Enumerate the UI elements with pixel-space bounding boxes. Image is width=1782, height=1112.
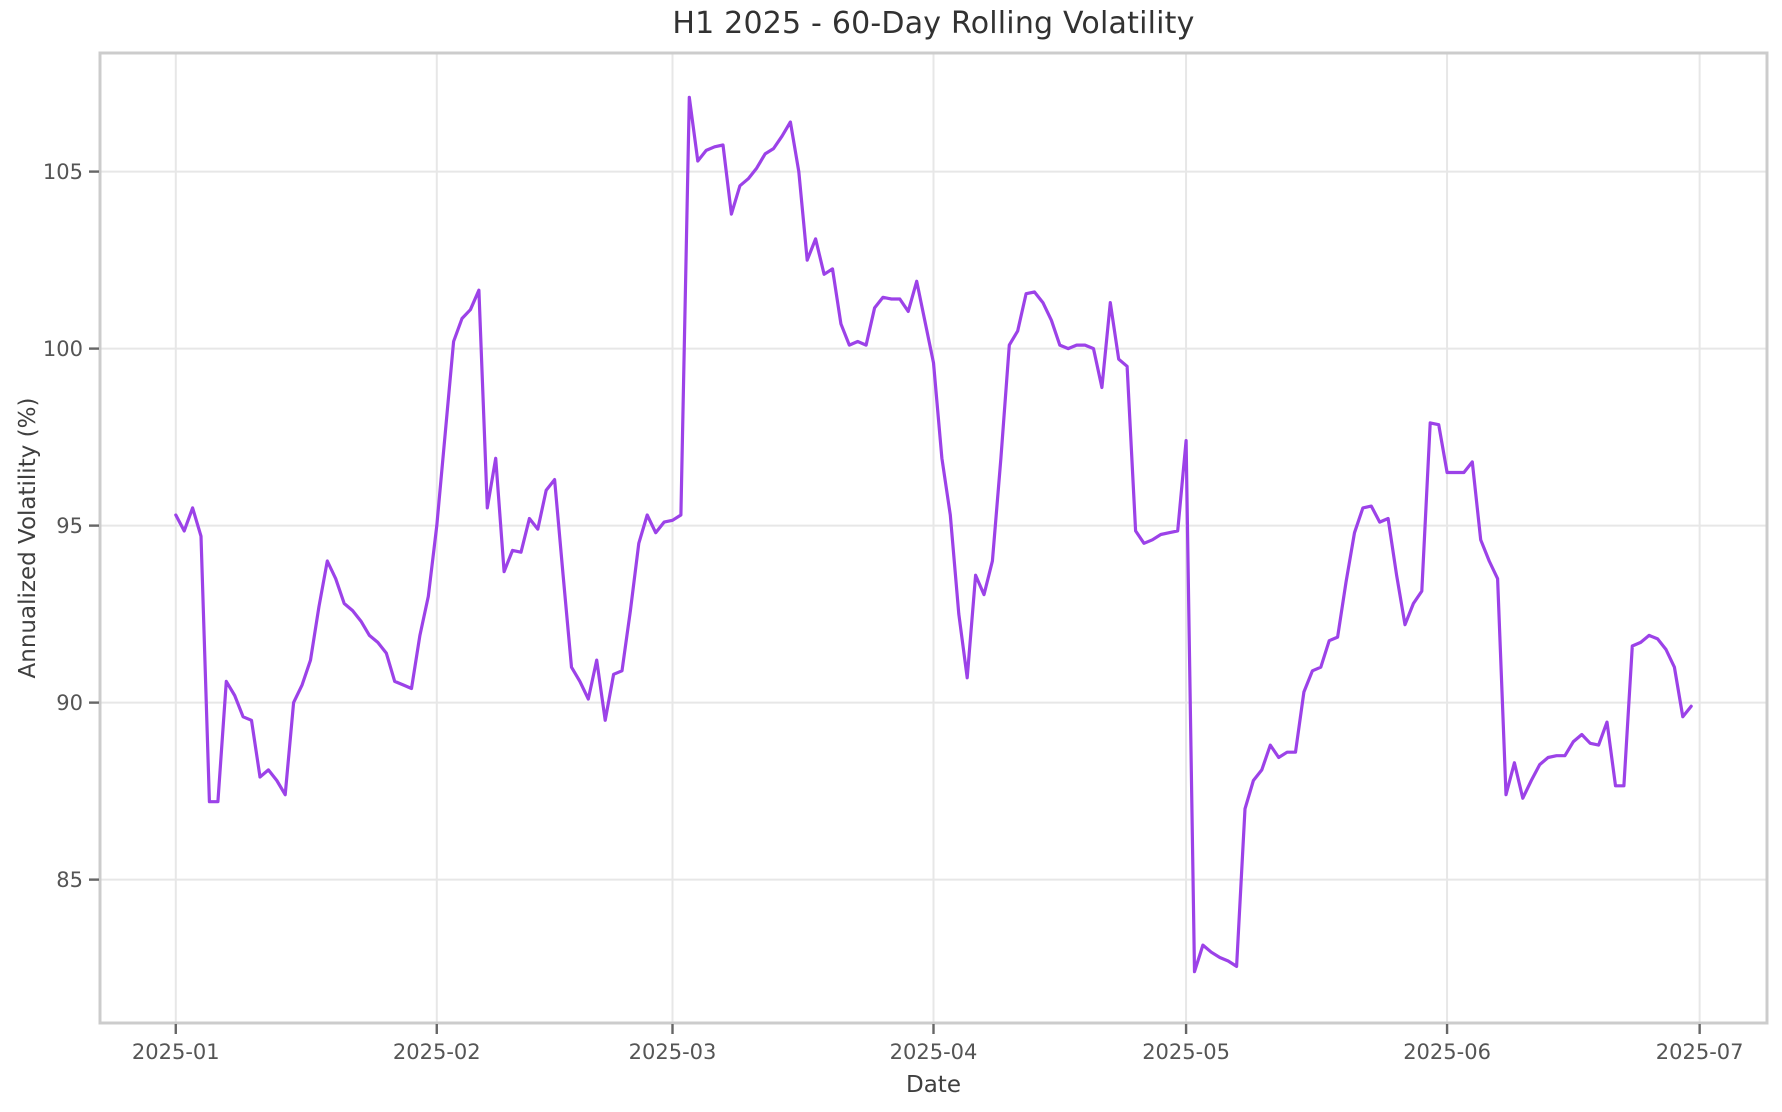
x-tick-label: 2025-07 [1656, 1040, 1744, 1064]
x-tick-label: 2025-02 [393, 1040, 481, 1064]
x-tick-label: 2025-01 [132, 1040, 220, 1064]
y-axis-label: Annualized Volatility (%) [15, 397, 41, 679]
x-tick-label: 2025-05 [1142, 1040, 1230, 1064]
y-tick-label: 90 [56, 691, 83, 715]
x-axis-label: Date [906, 1072, 961, 1098]
y-tick-label: 100 [43, 337, 83, 361]
plot-frame [98, 51, 1769, 1025]
y-tick-label: 95 [56, 514, 83, 538]
x-tick-label: 2025-06 [1403, 1040, 1491, 1064]
volatility-line [174, 95, 1693, 974]
y-tick-label: 85 [56, 868, 83, 892]
y-tick-label: 105 [43, 160, 83, 184]
x-tick-label: 2025-04 [890, 1040, 978, 1064]
x-tick-label: 2025-03 [629, 1040, 717, 1064]
chart-title: H1 2025 - 60-Day Rolling Volatility [672, 6, 1195, 41]
